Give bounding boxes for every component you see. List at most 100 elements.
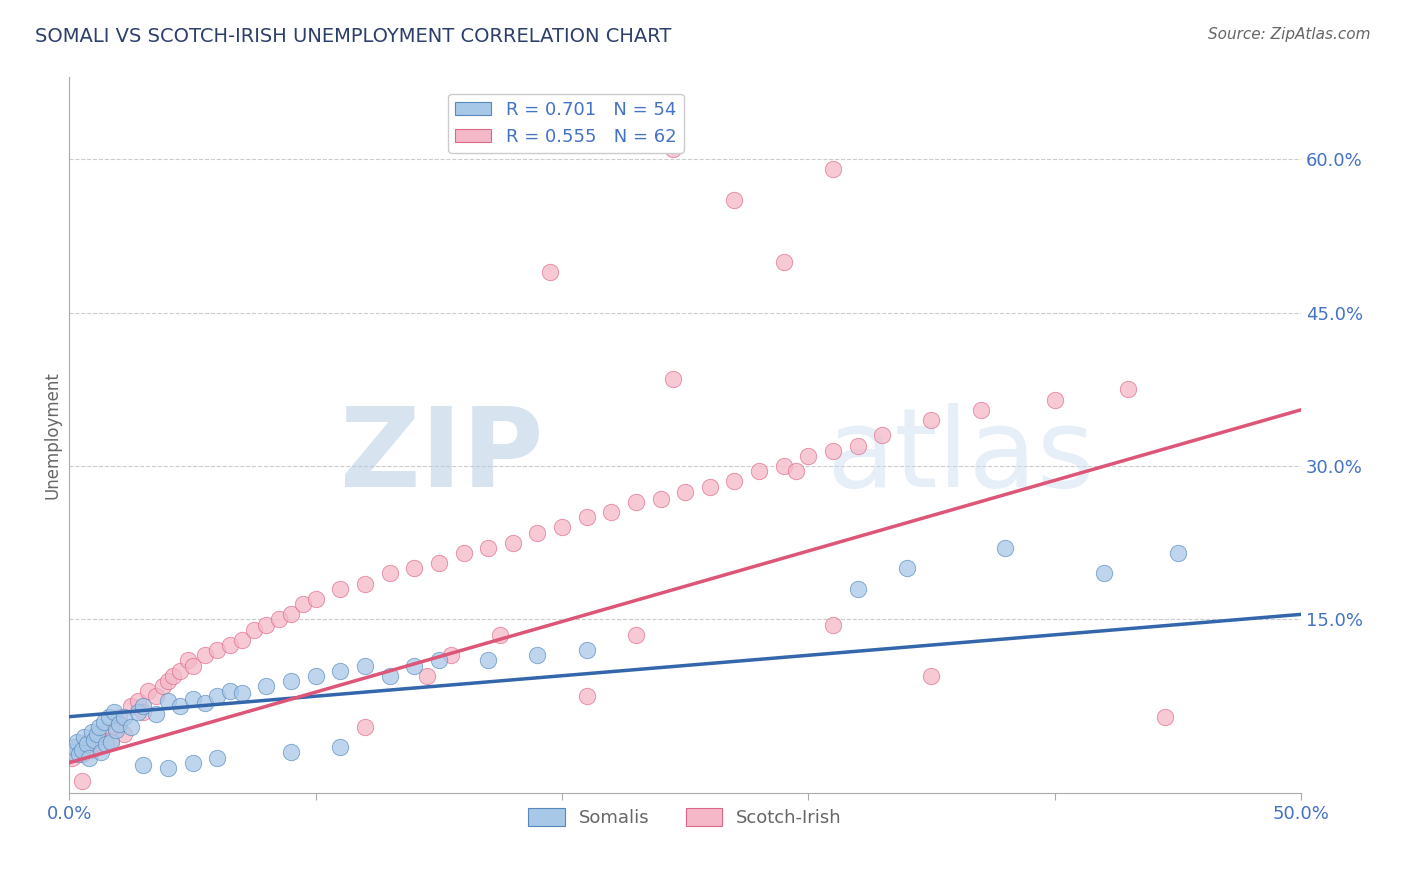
Point — [502, 535, 524, 549]
Point — [970, 402, 993, 417]
Point — [354, 576, 377, 591]
Point — [66, 735, 89, 749]
Point — [600, 505, 623, 519]
Point — [378, 566, 401, 581]
Point — [76, 735, 98, 749]
Point — [673, 484, 696, 499]
Point — [305, 669, 328, 683]
Point — [112, 727, 135, 741]
Point — [67, 747, 90, 762]
Point — [538, 265, 561, 279]
Point — [662, 142, 685, 156]
Legend: Somalis, Scotch-Irish: Somalis, Scotch-Irish — [522, 801, 849, 834]
Point — [896, 561, 918, 575]
Point — [105, 723, 128, 737]
Point — [97, 709, 120, 723]
Point — [489, 628, 512, 642]
Point — [181, 692, 204, 706]
Point — [112, 709, 135, 723]
Text: atlas: atlas — [827, 403, 1095, 510]
Point — [526, 525, 548, 540]
Point — [1043, 392, 1066, 407]
Point — [194, 648, 217, 663]
Point — [427, 653, 450, 667]
Point — [169, 664, 191, 678]
Point — [86, 727, 108, 741]
Point — [846, 582, 869, 596]
Point — [96, 737, 118, 751]
Point — [920, 669, 942, 683]
Point — [575, 510, 598, 524]
Point — [267, 612, 290, 626]
Point — [329, 582, 352, 596]
Point — [103, 705, 125, 719]
Point — [76, 737, 98, 751]
Point — [90, 746, 112, 760]
Point — [624, 495, 647, 509]
Point — [66, 740, 89, 755]
Point — [1154, 709, 1177, 723]
Point — [132, 705, 155, 719]
Point — [329, 740, 352, 755]
Point — [105, 720, 128, 734]
Point — [256, 617, 278, 632]
Point — [378, 669, 401, 683]
Point — [100, 735, 122, 749]
Point — [181, 658, 204, 673]
Point — [80, 725, 103, 739]
Point — [90, 737, 112, 751]
Point — [205, 643, 228, 657]
Point — [1092, 566, 1115, 581]
Point — [305, 592, 328, 607]
Point — [231, 686, 253, 700]
Point — [1167, 546, 1189, 560]
Point — [662, 372, 685, 386]
Point — [870, 428, 893, 442]
Point — [176, 653, 198, 667]
Point — [772, 254, 794, 268]
Point — [194, 697, 217, 711]
Point — [100, 733, 122, 747]
Point — [127, 705, 149, 719]
Point — [120, 699, 142, 714]
Point — [404, 658, 426, 673]
Point — [132, 699, 155, 714]
Point — [63, 740, 86, 755]
Point — [256, 679, 278, 693]
Point — [624, 628, 647, 642]
Point — [477, 541, 499, 555]
Point — [218, 638, 240, 652]
Point — [93, 714, 115, 729]
Point — [181, 756, 204, 770]
Point — [73, 730, 96, 744]
Point — [145, 706, 167, 721]
Point — [77, 750, 100, 764]
Point — [218, 684, 240, 698]
Point — [83, 733, 105, 747]
Point — [231, 632, 253, 647]
Point — [243, 623, 266, 637]
Point — [169, 699, 191, 714]
Point — [650, 491, 672, 506]
Point — [772, 459, 794, 474]
Point — [477, 653, 499, 667]
Point — [1118, 383, 1140, 397]
Text: SOMALI VS SCOTCH-IRISH UNEMPLOYMENT CORRELATION CHART: SOMALI VS SCOTCH-IRISH UNEMPLOYMENT CORR… — [35, 27, 672, 45]
Point — [292, 597, 315, 611]
Point — [87, 720, 110, 734]
Point — [427, 556, 450, 570]
Point — [280, 607, 302, 622]
Point — [86, 730, 108, 744]
Point — [60, 750, 83, 764]
Point — [127, 694, 149, 708]
Text: Source: ZipAtlas.com: Source: ZipAtlas.com — [1208, 27, 1371, 42]
Point — [70, 774, 93, 789]
Point — [785, 464, 807, 478]
Point — [821, 617, 844, 632]
Point — [280, 746, 302, 760]
Point — [152, 679, 174, 693]
Point — [156, 673, 179, 688]
Point — [699, 479, 721, 493]
Point — [96, 725, 118, 739]
Point — [329, 664, 352, 678]
